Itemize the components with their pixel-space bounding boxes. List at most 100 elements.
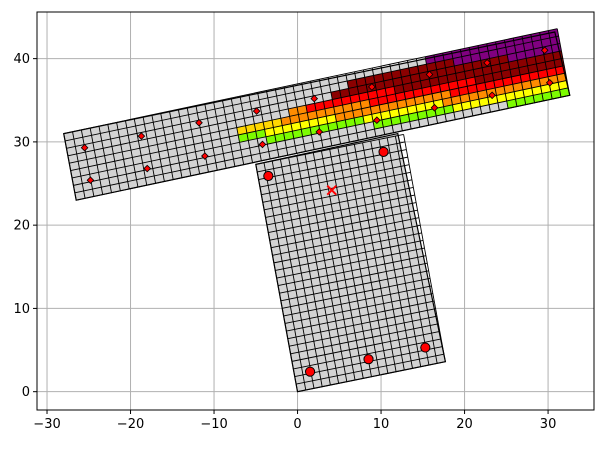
- flange-colored-cell: [514, 43, 525, 53]
- y-tick-label: 30: [13, 135, 30, 150]
- flange-colored-cell: [280, 116, 291, 126]
- large-marker: [263, 170, 274, 182]
- flange-colored-cell: [368, 97, 380, 107]
- flange-colored-cell: [327, 121, 338, 131]
- flange-gridline: [486, 43, 500, 111]
- flange-colored-cell: [507, 52, 518, 63]
- flange-colored-cell: [514, 89, 525, 100]
- flange-colored-cell: [360, 99, 371, 109]
- flange-colored-cell: [518, 65, 529, 75]
- flange-gridline: [380, 66, 394, 133]
- flange-colored-cell: [477, 89, 488, 100]
- flange-gridline: [503, 39, 518, 107]
- stem-gridline: [268, 202, 417, 234]
- flange-colored-cell: [379, 103, 390, 113]
- flange-gridline: [74, 87, 569, 194]
- stem-gridline: [293, 338, 442, 370]
- flange-colored-cell: [444, 58, 455, 68]
- small-marker: [86, 176, 95, 185]
- flange-colored-cell: [479, 51, 490, 61]
- flange-colored-cell: [408, 66, 419, 76]
- flange-colored-cell: [389, 108, 400, 118]
- flange-colored-cell: [470, 52, 481, 63]
- flange-colored-cell: [408, 112, 419, 122]
- stem-gridline: [273, 232, 422, 264]
- flange-gridline: [310, 81, 324, 148]
- flange-colored-cell: [236, 125, 247, 135]
- flange-colored-cell: [512, 82, 523, 92]
- flange-colored-cell: [483, 73, 494, 83]
- flange-colored-cell: [354, 116, 365, 126]
- flange-colored-cell: [391, 69, 402, 80]
- flange-colored-cell: [274, 133, 285, 143]
- flange-colored-cell: [417, 110, 428, 120]
- flange-colored-cell: [352, 108, 363, 118]
- flange-colored-cell: [527, 63, 538, 74]
- flange-colored-cell: [238, 133, 249, 143]
- flange-colored-cell: [420, 79, 431, 89]
- flange-colored-cell: [508, 60, 519, 70]
- flange-gridline: [248, 94, 262, 161]
- stem-gridline: [262, 171, 411, 203]
- flange-colored-cell: [351, 101, 362, 111]
- flange-colored-cell: [415, 103, 426, 113]
- stem-gridline: [287, 308, 436, 340]
- flange-colored-cell: [390, 116, 401, 126]
- flange-colored-cell: [452, 56, 464, 66]
- flange-colored-cell: [392, 77, 403, 87]
- flange-gridline: [239, 96, 253, 163]
- stem-gridline: [284, 293, 433, 324]
- flange-colored-cell: [539, 76, 550, 87]
- flange-colored-cell: [533, 47, 544, 57]
- x-tick-label: 20: [456, 417, 473, 432]
- flange-colored-cell: [497, 47, 508, 57]
- flange-colored-cell: [421, 86, 432, 96]
- flange-colored-cell: [489, 56, 500, 66]
- flange-colored-cell: [273, 125, 284, 135]
- flange-colored-cell: [426, 108, 437, 118]
- flange-gridline: [371, 67, 386, 135]
- flange-gridline: [204, 103, 218, 171]
- flange-colored-cell: [407, 104, 418, 115]
- flange-colored-cell: [246, 131, 258, 141]
- flange-colored-cell: [291, 121, 302, 132]
- flange-colored-cell: [401, 75, 412, 85]
- flange-colored-cell: [380, 110, 391, 120]
- flange-colored-cell: [464, 69, 475, 79]
- large-marker: [363, 354, 374, 365]
- large-marker: [420, 342, 431, 353]
- flange-colored-cell: [449, 88, 460, 98]
- flange-gridline: [406, 60, 421, 128]
- flange-colored-cell: [543, 52, 554, 62]
- small-marker: [201, 152, 209, 160]
- flange-gridline: [512, 37, 527, 105]
- small-marker: [80, 143, 89, 152]
- flange-colored-cell: [388, 101, 399, 111]
- flange-colored-cell: [330, 90, 342, 100]
- flange-colored-cell: [488, 49, 499, 59]
- flange-colored-cell: [454, 64, 465, 74]
- plot-frame: [36, 11, 595, 411]
- flange-colored-cell: [347, 79, 358, 89]
- flange-gridline: [67, 50, 562, 157]
- flange-colored-cell: [298, 112, 309, 122]
- flange-gridline: [72, 131, 86, 199]
- flange-gridline: [301, 82, 315, 150]
- flange-gridline: [133, 118, 148, 186]
- x-tick-label: −20: [117, 417, 144, 432]
- flange-colored-cell: [383, 79, 394, 89]
- flange-colored-cell: [542, 91, 553, 101]
- flange-colored-cell: [493, 78, 504, 88]
- flange-gridline: [345, 73, 359, 141]
- flange-colored-cell: [314, 101, 325, 111]
- flange-gridline: [442, 52, 456, 120]
- flange-colored-cell: [394, 84, 405, 94]
- stem-gridline: [283, 285, 432, 317]
- flange-colored-cell: [343, 110, 355, 120]
- stem-gridline: [266, 194, 415, 226]
- flange-colored-cell: [292, 129, 303, 139]
- flange-colored-cell: [348, 86, 359, 96]
- flange-colored-cell: [524, 95, 535, 105]
- flange-colored-cell: [254, 122, 265, 132]
- flange-gridline: [415, 58, 430, 126]
